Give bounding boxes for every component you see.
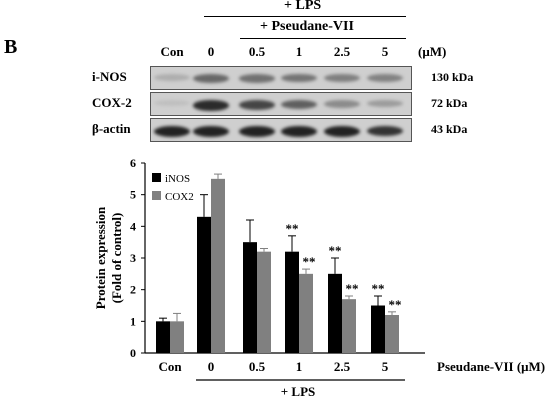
bar-inos	[156, 321, 170, 353]
bar-cox2	[257, 251, 271, 353]
bar-cox2	[170, 321, 184, 353]
y-axis-label-2: (Fold of control)	[109, 213, 124, 304]
blot-kda-label: 130 kDa	[431, 70, 474, 84]
bar-inos	[197, 216, 211, 353]
blot-unit-label: (μM)	[418, 44, 447, 59]
bar-cox2	[342, 299, 356, 353]
blot-row-label: i-NOS	[92, 69, 127, 84]
significance-mark: **	[303, 254, 316, 269]
blot-lane-label: Con	[160, 44, 184, 59]
x-tick-label: 2.5	[334, 359, 351, 374]
blot-lps-line	[204, 16, 406, 18]
y-tick-label: 4	[130, 219, 136, 233]
x-tick-label: Con	[158, 359, 182, 374]
legend-label: COX2	[165, 191, 194, 203]
x-tick-label: 0	[208, 359, 215, 374]
blot-band	[281, 126, 317, 137]
blot-band	[239, 74, 275, 83]
y-tick-label: 3	[130, 251, 136, 265]
blot-band	[239, 126, 275, 137]
bar-inos	[243, 242, 257, 353]
blot-band	[154, 74, 190, 81]
y-tick-label: 2	[130, 283, 136, 297]
bar-inos	[328, 273, 342, 353]
blot-lane-label: 5	[381, 44, 389, 59]
blot-band	[324, 74, 360, 83]
blot-lane-label: 0	[207, 44, 215, 59]
significance-mark: **	[329, 243, 342, 258]
blot-band	[324, 126, 360, 137]
blot-lane-label: 1	[295, 44, 303, 59]
blot-band	[367, 100, 403, 108]
blot-band	[367, 126, 403, 137]
x-axis-suffix: Pseudane-VII (μM)	[437, 359, 545, 374]
x-tick-label: 5	[382, 359, 389, 374]
blot-band	[193, 74, 229, 83]
y-tick-label: 6	[130, 156, 136, 170]
blot-row-label: β-actin	[92, 121, 131, 136]
y-tick-label: 1	[130, 314, 136, 328]
panel-label: B	[4, 36, 18, 58]
bar-inos	[371, 305, 385, 353]
significance-mark: **	[372, 281, 385, 296]
blot-band	[154, 100, 190, 107]
blot-band	[193, 100, 229, 111]
y-tick-label: 5	[130, 188, 136, 202]
blot-lane-label: 2.5	[333, 44, 351, 59]
blot-kda-label: 43 kDa	[431, 122, 468, 136]
blot-band	[281, 74, 317, 83]
bar-cox2	[211, 178, 225, 353]
blot-lane-label: 0.5	[248, 44, 266, 59]
blot-row-label: COX-2	[92, 95, 132, 110]
significance-mark: **	[346, 281, 359, 296]
significance-mark: **	[389, 297, 402, 312]
blot-band	[239, 100, 275, 110]
significance-mark: **	[286, 221, 299, 236]
legend-swatch	[152, 191, 161, 200]
y-tick-label: 0	[130, 346, 136, 360]
blot-band	[154, 126, 190, 137]
legend-label: iNOS	[165, 173, 190, 185]
legend-swatch	[152, 173, 161, 182]
x-tick-label: 0.5	[249, 359, 266, 374]
chart-lps-label: + LPS	[281, 384, 316, 399]
bar-cox2	[385, 315, 399, 353]
blot-compound-line	[240, 38, 406, 40]
blot-band	[324, 100, 360, 108]
bar-inos	[285, 251, 299, 353]
blot-band	[367, 74, 403, 82]
blot-kda-label: 72 kDa	[431, 96, 468, 110]
x-tick-label: 1	[296, 359, 303, 374]
bar-cox2	[299, 273, 313, 353]
blot-lps-label: + LPS	[284, 0, 322, 13]
blot-band	[193, 126, 229, 137]
y-axis-label: Protein expression	[93, 206, 108, 309]
blot-band	[281, 100, 317, 109]
blot-compound-label: + Pseudane-VII	[260, 19, 354, 34]
